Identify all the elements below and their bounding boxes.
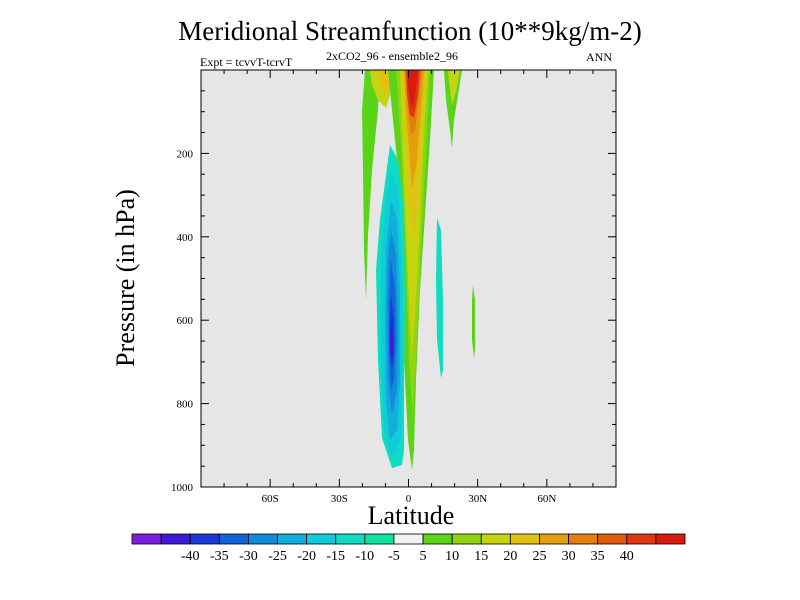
y-tick-label: 1000 [171,482,194,494]
colorbar-swatch [509,533,540,545]
colorbar-swatch [364,533,395,545]
x-tick-label: 60S [262,493,279,505]
x-axis: 60S 30S 0 30N 60N [223,70,594,505]
colorbar-swatch [539,533,569,545]
y-tick-label: 600 [177,315,194,327]
colorbar-swatch [160,533,191,545]
colorbar-swatch [218,533,249,545]
x-tick-label: 30N [468,493,487,505]
x-tick-label: 30S [331,493,348,505]
colorbar-label: 15 [474,549,488,564]
colorbar-label: -10 [356,549,375,564]
x-tick-label: 0 [406,493,412,505]
experiment-label: Expt = tcvvT-tcrvT [200,55,293,69]
colorbar-swatch [306,533,337,545]
y-tick-label: 200 [177,148,194,160]
colorbar-label: -5 [388,549,400,564]
colorbar-swatch [335,533,366,545]
colorbar-swatch [277,533,308,545]
contour-positive-40-core [408,70,418,108]
colorbar-swatch [131,533,162,545]
colorbar-label: 25 [532,549,546,564]
colorbar-label: 30 [562,549,576,564]
case-label: 2xCO2_96 - ensemble2_96 [326,49,458,63]
contour-positive-5-right [444,70,462,148]
colorbar-label: 10 [445,549,459,564]
y-tick-label: 400 [177,232,194,244]
x-tick-label: 60N [537,493,556,505]
contour-positive-10-right [448,70,460,105]
colorbar-label: 20 [503,549,517,564]
y-axis-title: Pressure (in hPa) [111,189,140,367]
colorbar-label: -40 [181,549,200,564]
colorbar-label: 40 [620,549,634,564]
contour-field [362,70,475,470]
colorbar-label: -30 [239,549,258,564]
contour-negative-5-right [436,218,443,378]
colorbar-swatch [189,533,220,545]
colorbar-label: -20 [297,549,316,564]
contour-negative-35 [390,320,393,362]
colorbar-label: 5 [420,549,427,564]
season-label: ANN [586,50,612,64]
y-axis: 200 400 600 800 1000 [171,90,616,494]
y-tick-label: 800 [177,399,194,411]
colorbar-swatch [480,533,511,545]
colorbar-swatch [393,533,424,545]
colorbar-label: -35 [210,549,229,564]
chart-title: Meridional Streamfunction (10**9kg/m-2) [178,16,642,46]
colorbar-swatch [568,533,599,545]
colorbar: -40 -35 -30 -25 -20 -15 -10 -5 5 10 15 20 25 30 35 40 [131,533,686,564]
colorbar-swatch [248,533,278,545]
colorbar-label: 35 [591,549,605,564]
colorbar-swatch [597,533,628,545]
colorbar-swatch [655,533,686,545]
contour-positive-5-left [362,70,380,300]
colorbar-label: -25 [268,549,287,564]
colorbar-swatch [422,533,453,545]
contour-positive-5-far-right [472,285,475,358]
colorbar-label: -15 [326,549,345,564]
colorbar-swatch [626,533,657,545]
x-axis-title: Latitude [368,501,455,530]
colorbar-swatch [451,533,482,545]
